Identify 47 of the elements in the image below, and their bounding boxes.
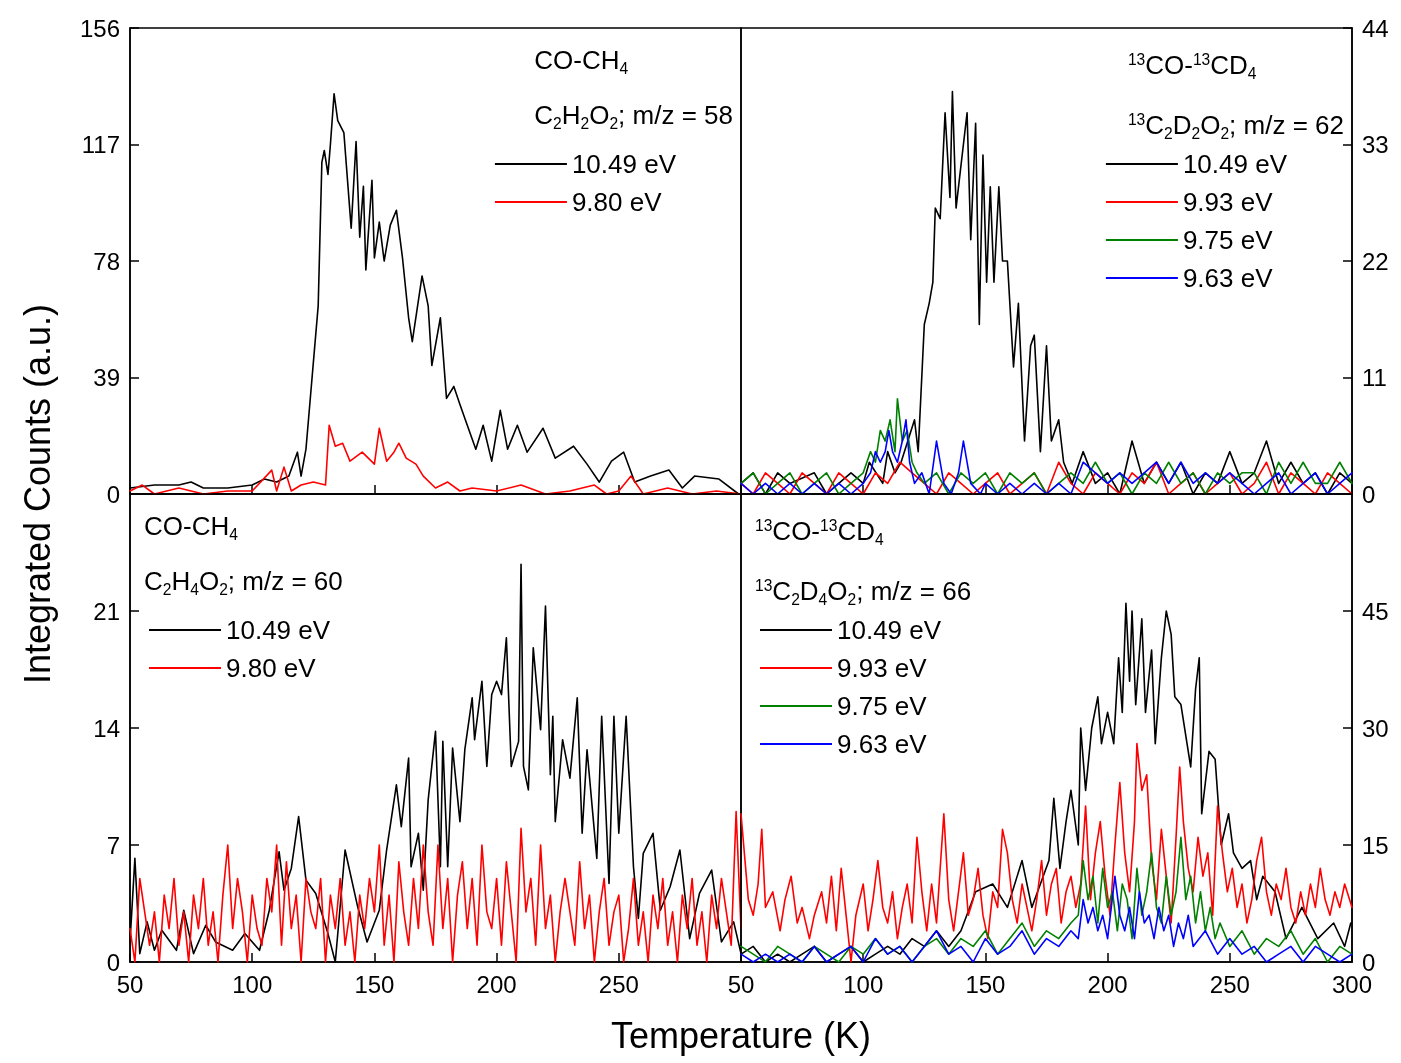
- y-tick-label: 78: [93, 247, 120, 275]
- legend-label: 9.75 eV: [837, 691, 928, 721]
- y2-tick-label: 30: [1362, 714, 1389, 742]
- legend-label: 9.93 eV: [1182, 187, 1274, 217]
- y-tick-label: 7: [106, 831, 120, 859]
- annotation: CO-CH$_{4}$: [144, 510, 239, 545]
- y2-tick-label: 15: [1362, 831, 1389, 859]
- legend-label: 9.93 eV: [837, 653, 928, 683]
- x-tick-label: 150: [965, 970, 1006, 998]
- x-tick-label: 100: [843, 970, 884, 998]
- legend-label: 9.63 eV: [1182, 263, 1274, 293]
- x-axis-title: Temperature (K): [609, 1015, 873, 1057]
- y-tick-label: 0: [106, 480, 120, 508]
- y2-tick-label: 0: [1362, 480, 1376, 508]
- annotation: $^{13}$C$_{2}$D$_{4}$O$_{2}$; m/z = 66: [755, 576, 972, 609]
- x-tick-label: 200: [476, 970, 517, 998]
- y-tick-label: 14: [93, 714, 120, 742]
- x-tick-label: 250: [1209, 970, 1250, 998]
- y-tick-label: 21: [93, 597, 120, 625]
- x-tick-label: 50: [727, 970, 755, 998]
- legend-label: 10.49 eV: [837, 615, 942, 645]
- legend-label: 9.75 eV: [1182, 225, 1274, 255]
- annotation: CO-CH$_{4}$: [534, 44, 630, 79]
- y2-tick-label: 22: [1362, 247, 1389, 275]
- x-tick-label: 200: [1087, 970, 1128, 998]
- annotation: $^{13}$CO-$^{13}$CD$_{4}$: [755, 515, 885, 551]
- y2-tick-label: 11: [1362, 364, 1387, 391]
- x-tick-label: 250: [598, 970, 639, 998]
- legend-label: 9.80 eV: [571, 187, 663, 217]
- annotation: $^{13}$C$_{2}$D$_{2}$O$_{2}$; m/z = 62: [1127, 110, 1344, 143]
- annotation: $^{13}$CO-$^{13}$CD$_{4}$: [1127, 49, 1258, 85]
- legend-label: 10.49 eV: [226, 615, 331, 645]
- y2-tick-label: 45: [1362, 597, 1389, 625]
- legend-label: 10.49 eV: [1182, 149, 1288, 179]
- x-tick-label: 100: [232, 970, 273, 998]
- legend-label: 9.63 eV: [837, 729, 928, 759]
- annotation: C$_{2}$H$_{2}$O$_{2}$; m/z = 58: [534, 98, 733, 134]
- y-tick-label: 117: [81, 131, 120, 158]
- legend-label: 9.80 eV: [226, 653, 317, 683]
- y-axis-title: Integrated Counts (a.u.): [17, 303, 59, 685]
- annotation: C$_{2}$H$_{4}$O$_{2}$; m/z = 60: [144, 564, 343, 600]
- y-tick-label: 39: [93, 364, 120, 391]
- y2-tick-label: 33: [1362, 131, 1389, 158]
- legend-label: 10.49 eV: [571, 149, 677, 179]
- x-tick-label: 150: [354, 970, 395, 998]
- y-tick-label: 156: [79, 14, 120, 42]
- y2-tick-label: 44: [1362, 14, 1389, 42]
